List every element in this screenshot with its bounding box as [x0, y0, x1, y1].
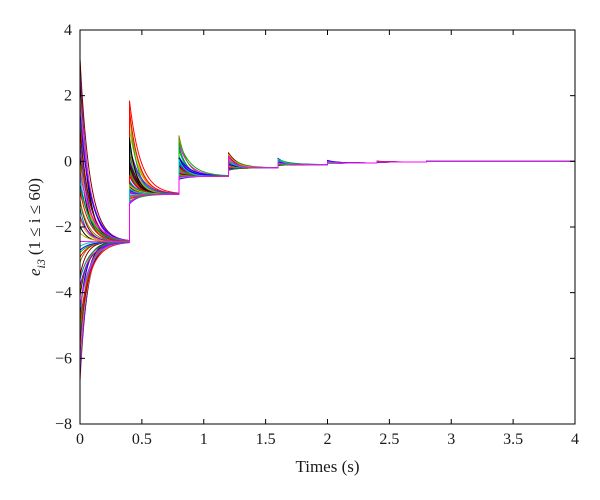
y-tick-label: 4	[64, 22, 72, 39]
y-tick-label: −2	[55, 219, 72, 236]
y-axis-title-condition: (1 ≤ i ≤ 60)	[25, 178, 44, 255]
y-tick-label: −8	[55, 416, 72, 433]
y-axis-title: ei3 (1 ≤ i ≤ 60)	[25, 178, 48, 276]
x-tick-label: 1.5	[256, 431, 276, 448]
x-tick-label: 3	[447, 431, 455, 448]
tick-layer: 0 0.5 1 1.5 2 2.5 3 3.5 4 −8 −6 −4 −2 0 2 4	[55, 22, 579, 448]
x-tick-label: 2.5	[379, 431, 399, 448]
x-tick-label: 4	[571, 431, 579, 448]
x-tick-label: 2	[324, 431, 332, 448]
x-axis-title: Times (s)	[295, 457, 359, 476]
x-tick-label: 0	[76, 431, 84, 448]
y-tick-label: −4	[55, 285, 72, 302]
y-tick-label: 2	[64, 88, 72, 105]
y-tick-label: 0	[64, 153, 72, 170]
y-tick-label: −6	[55, 350, 72, 367]
series-layer	[79, 58, 575, 382]
x-tick-label: 3.5	[503, 431, 523, 448]
series-line	[79, 155, 575, 243]
x-tick-label: 0.5	[132, 431, 152, 448]
y-axis-title-subscript: i3	[34, 259, 48, 268]
y-axis-title-prefix: e	[25, 268, 44, 276]
x-tick-label: 1	[200, 431, 208, 448]
